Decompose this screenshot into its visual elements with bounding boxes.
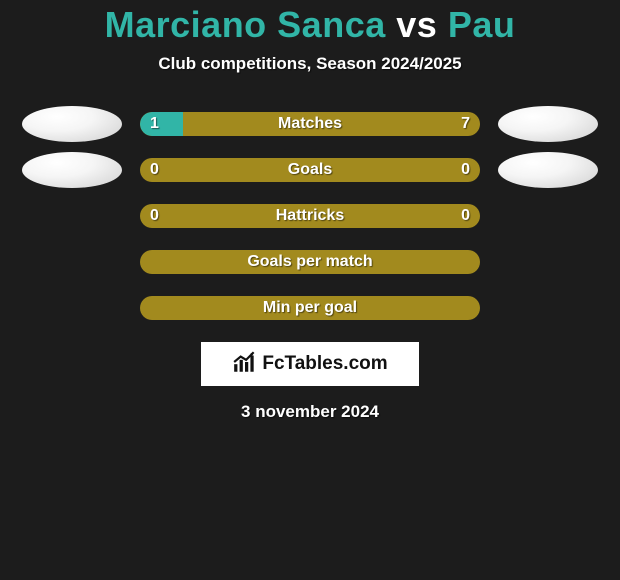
stat-bar: Goals per match bbox=[140, 250, 480, 274]
stat-bar: Min per goal bbox=[140, 296, 480, 320]
player2-avatar-placeholder bbox=[498, 152, 598, 188]
stats-container: 1Matches70Goals00Hattricks0Goals per mat… bbox=[0, 74, 620, 320]
player2-avatar-placeholder bbox=[498, 106, 598, 142]
date-text: 3 november 2024 bbox=[0, 402, 620, 422]
stat-value-player2: 0 bbox=[461, 204, 470, 228]
stat-bar: 1Matches7 bbox=[140, 112, 480, 136]
stat-label: Min per goal bbox=[140, 296, 480, 320]
fctables-logo[interactable]: FcTables.com bbox=[201, 342, 419, 386]
stat-bar: 0Hattricks0 bbox=[140, 204, 480, 228]
player2-name: Pau bbox=[448, 4, 516, 45]
stat-label: Goals bbox=[140, 158, 480, 182]
stat-bar: 0Goals0 bbox=[140, 158, 480, 182]
player1-name: Marciano Sanca bbox=[105, 4, 386, 45]
vs-text: vs bbox=[396, 4, 437, 45]
player1-avatar-placeholder bbox=[22, 106, 122, 142]
stat-label: Hattricks bbox=[140, 204, 480, 228]
player1-avatar-placeholder bbox=[22, 152, 122, 188]
stat-row: 0Goals0 bbox=[0, 158, 620, 182]
subtitle: Club competitions, Season 2024/2025 bbox=[0, 54, 620, 74]
stat-row: Goals per match bbox=[0, 250, 620, 274]
logo-text: FcTables.com bbox=[262, 353, 387, 375]
page-title: Marciano Sanca vs Pau bbox=[0, 0, 620, 46]
stat-row: Min per goal bbox=[0, 296, 620, 320]
stat-value-player2: 7 bbox=[461, 112, 470, 136]
stat-row: 0Hattricks0 bbox=[0, 204, 620, 228]
stat-value-player2: 0 bbox=[461, 158, 470, 182]
stat-label: Goals per match bbox=[140, 250, 480, 274]
stat-row: 1Matches7 bbox=[0, 112, 620, 136]
stat-label: Matches bbox=[140, 112, 480, 136]
chart-icon bbox=[232, 349, 258, 380]
